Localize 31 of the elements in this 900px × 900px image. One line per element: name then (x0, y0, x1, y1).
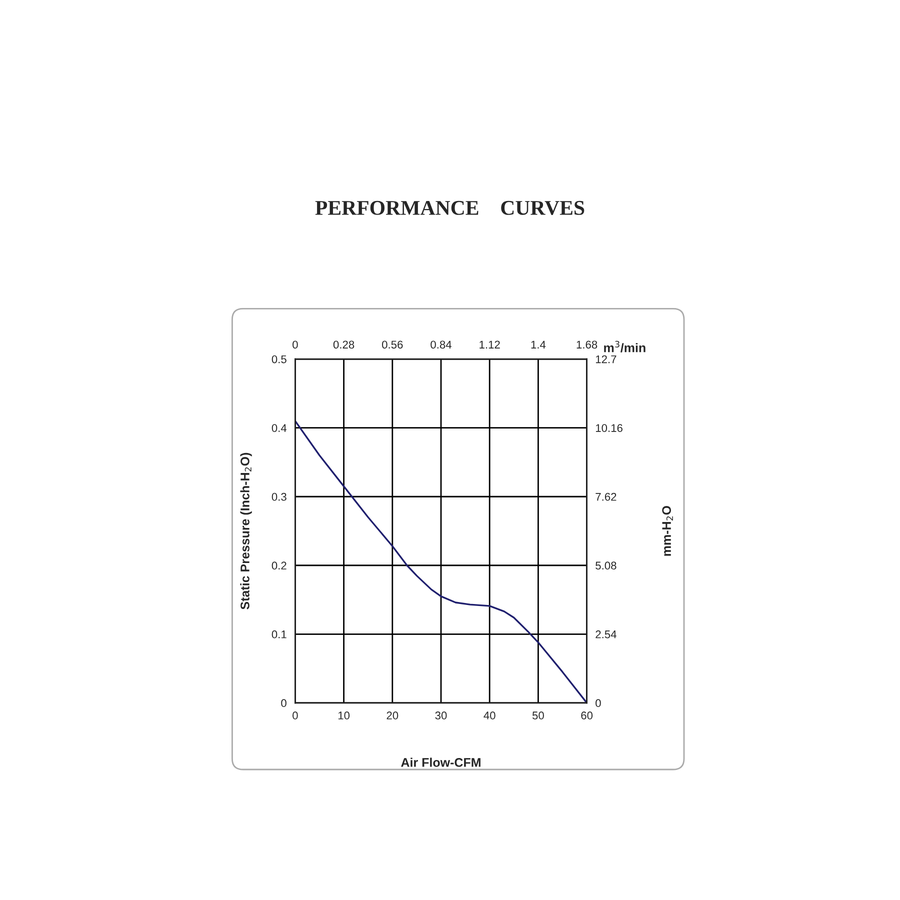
y2-tick-label: 12.7 (596, 355, 616, 364)
x2-tick-label: 1.68 (576, 340, 598, 349)
y-axis-title: Static Pressure (Inch-H$_{2}$O) (240, 452, 252, 610)
x2-tick-label: 0.56 (382, 340, 403, 349)
x2-tick-label: 0 (292, 340, 298, 349)
y2-axis-title: mm-H$_{2}$O (662, 506, 673, 556)
x2-tick-label: 0.84 (430, 340, 452, 349)
x2-tick-label: 1.4 (531, 340, 546, 348)
x2-tick-label: 0.28 (333, 340, 354, 349)
y2-tick-label: 0 (596, 699, 601, 708)
y-tick-label: 0.3 (272, 492, 286, 501)
x-tick-label: 60 (581, 712, 593, 720)
x-tick-label: 40 (484, 712, 496, 720)
x2-axis-title: m$^{3}$/min (604, 340, 646, 352)
x-tick-label: 20 (386, 712, 398, 720)
x-tick-label: 10 (338, 712, 350, 720)
y-tick-label: 0.4 (272, 424, 287, 432)
y2-tick-label: 10.16 (596, 424, 622, 432)
y2-tick-label: 5.08 (596, 562, 616, 570)
x-tick-label: 50 (532, 712, 544, 720)
x-axis-title: Air Flow-CFM (401, 758, 480, 767)
y-tick-label: 0.2 (272, 562, 286, 570)
y-tick-label: 0 (281, 699, 286, 708)
x-tick-label: 0 (292, 712, 298, 720)
x2-tick-label: 1.12 (480, 340, 500, 348)
y-tick-label: 0.5 (272, 355, 286, 364)
y-tick-label: 0.1 (272, 630, 286, 638)
chart-title: PERFORMANCE CURVES (315, 200, 584, 216)
y2-tick-label: 7.62 (596, 492, 616, 501)
x-tick-label: 30 (435, 712, 447, 720)
y2-tick-label: 2.54 (596, 630, 616, 638)
